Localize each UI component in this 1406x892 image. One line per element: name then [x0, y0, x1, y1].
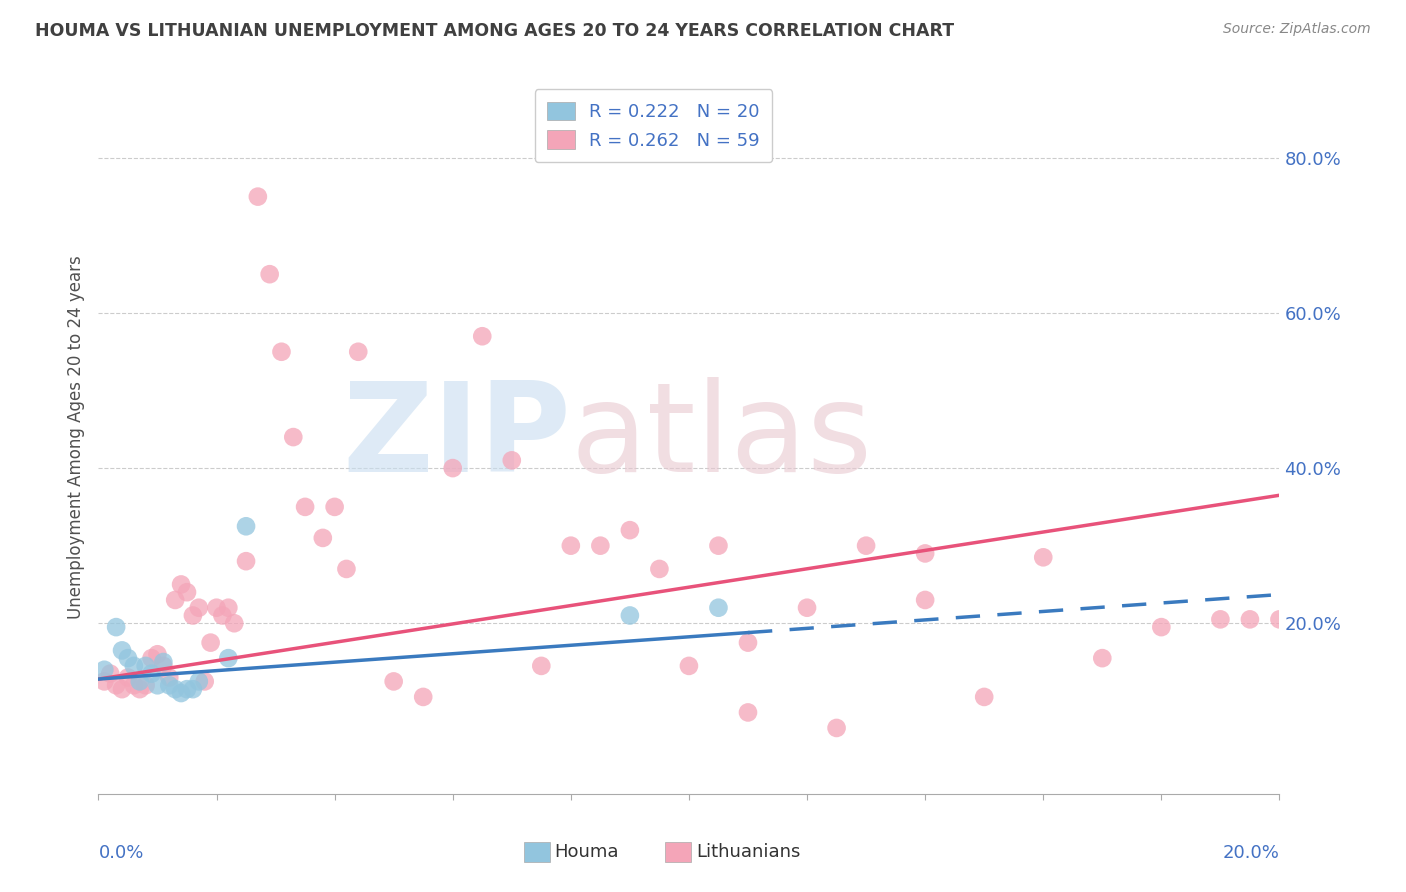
Text: 20.0%: 20.0%	[1223, 844, 1279, 862]
Point	[530, 659, 553, 673]
Text: 0.0%: 0.0%	[98, 844, 143, 862]
Point	[259, 267, 281, 281]
Y-axis label: Unemployment Among Ages 20 to 24 years: Unemployment Among Ages 20 to 24 years	[66, 255, 84, 619]
Point	[737, 635, 759, 649]
Point	[1150, 620, 1173, 634]
Point	[181, 682, 204, 697]
Point	[796, 600, 818, 615]
Text: HOUMA VS LITHUANIAN UNEMPLOYMENT AMONG AGES 20 TO 24 YEARS CORRELATION CHART: HOUMA VS LITHUANIAN UNEMPLOYMENT AMONG A…	[35, 22, 955, 40]
Point	[105, 678, 128, 692]
Point	[217, 600, 239, 615]
Text: ZIP: ZIP	[342, 376, 571, 498]
Point	[176, 682, 198, 697]
Point	[146, 678, 169, 692]
Point	[914, 546, 936, 560]
Point	[176, 585, 198, 599]
Point	[323, 500, 346, 514]
Point	[707, 600, 730, 615]
Point	[335, 562, 357, 576]
Point	[855, 539, 877, 553]
Point	[648, 562, 671, 576]
Text: atlas: atlas	[571, 376, 873, 498]
Point	[93, 663, 115, 677]
Point	[412, 690, 434, 704]
Point	[128, 674, 150, 689]
Point	[619, 608, 641, 623]
Point	[382, 674, 405, 689]
Point	[589, 539, 612, 553]
Point	[294, 500, 316, 514]
Point	[141, 651, 163, 665]
Point	[224, 616, 246, 631]
Point	[235, 554, 257, 568]
Point	[194, 674, 217, 689]
Point	[707, 539, 730, 553]
Point	[246, 189, 269, 203]
Point	[501, 453, 523, 467]
Point	[117, 651, 139, 665]
Point	[98, 666, 121, 681]
Point	[122, 678, 145, 692]
Point	[312, 531, 335, 545]
Point	[217, 651, 239, 665]
FancyBboxPatch shape	[665, 842, 692, 862]
FancyBboxPatch shape	[523, 842, 550, 862]
Point	[347, 344, 370, 359]
Point	[471, 329, 494, 343]
Point	[181, 608, 204, 623]
Text: Source: ZipAtlas.com: Source: ZipAtlas.com	[1223, 22, 1371, 37]
Point	[157, 678, 180, 692]
Point	[678, 659, 700, 673]
Point	[1091, 651, 1114, 665]
Point	[270, 344, 292, 359]
Text: Houma: Houma	[554, 844, 619, 862]
Point	[152, 655, 174, 669]
Point	[187, 674, 209, 689]
Point	[1209, 612, 1232, 626]
Point	[1268, 612, 1291, 626]
Point	[146, 647, 169, 661]
Point	[441, 461, 464, 475]
Point	[122, 659, 145, 673]
Point	[170, 686, 193, 700]
Point	[135, 659, 157, 673]
Point	[283, 430, 305, 444]
Point	[111, 682, 134, 697]
Point	[152, 659, 174, 673]
Point	[141, 666, 163, 681]
Point	[105, 620, 128, 634]
Point	[170, 577, 193, 591]
Point	[157, 671, 180, 685]
Point	[235, 519, 257, 533]
Point	[200, 635, 222, 649]
Point	[1239, 612, 1261, 626]
Text: Lithuanians: Lithuanians	[696, 844, 800, 862]
Point	[93, 674, 115, 689]
Point	[825, 721, 848, 735]
Point	[737, 706, 759, 720]
Point	[560, 539, 582, 553]
Point	[187, 600, 209, 615]
Point	[211, 608, 233, 623]
Point	[117, 671, 139, 685]
Point	[165, 682, 187, 697]
Point	[135, 678, 157, 692]
Legend: R = 0.222   N = 20, R = 0.262   N = 59: R = 0.222 N = 20, R = 0.262 N = 59	[534, 89, 772, 162]
Point	[165, 593, 187, 607]
Point	[973, 690, 995, 704]
Point	[111, 643, 134, 657]
Point	[128, 682, 150, 697]
Point	[205, 600, 228, 615]
Point	[1032, 550, 1054, 565]
Point	[914, 593, 936, 607]
Point	[619, 523, 641, 537]
